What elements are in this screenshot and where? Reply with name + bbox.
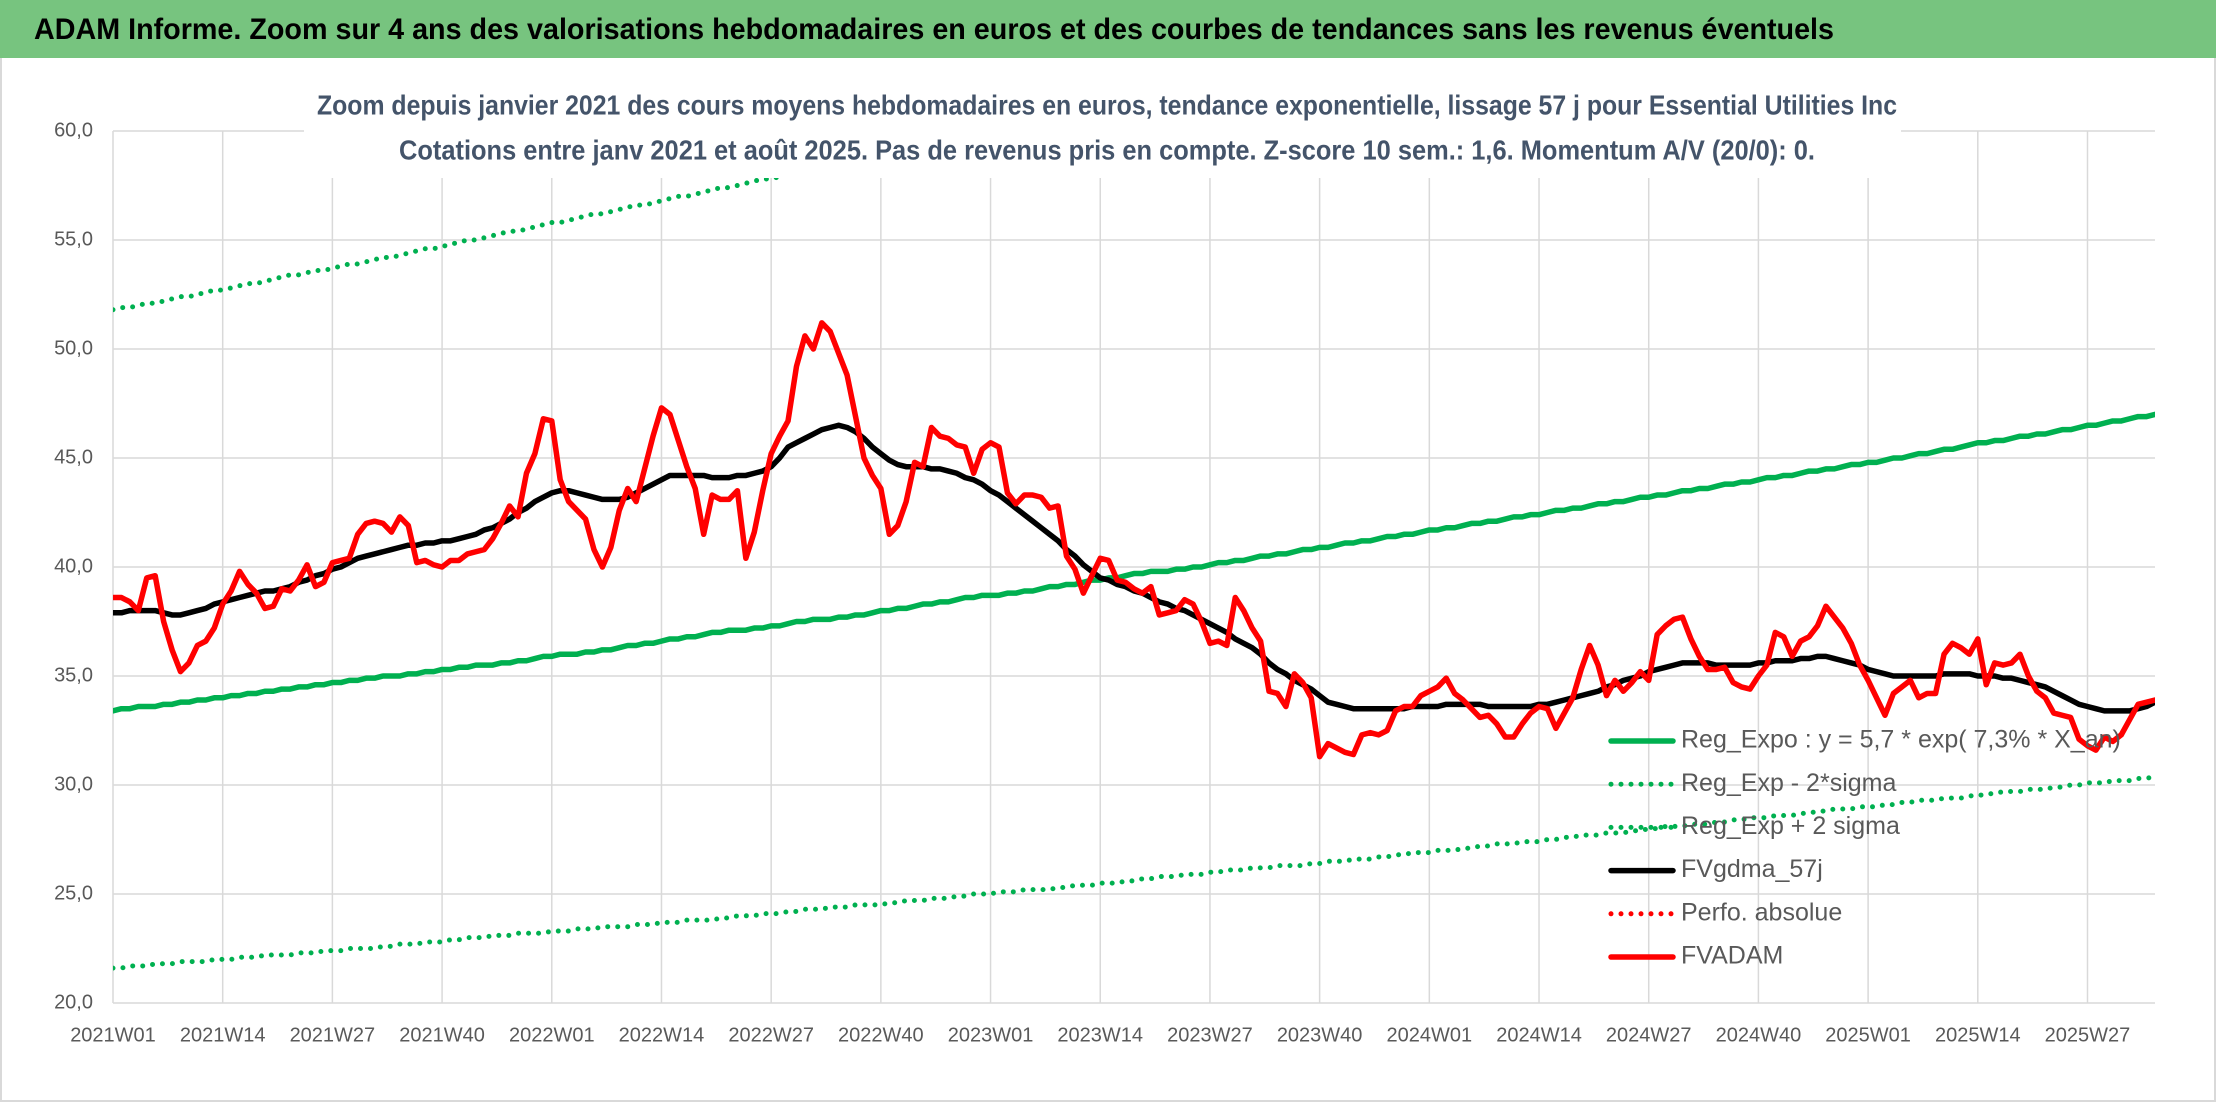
x-tick-label: 2023W40 bbox=[1277, 1024, 1363, 1046]
chart-title: ADAM Informe. Zoom sur 4 ans des valoris… bbox=[34, 13, 1834, 46]
x-tick-label: 2023W14 bbox=[1057, 1024, 1143, 1046]
x-tick-label: 2025W14 bbox=[1935, 1024, 2021, 1046]
y-tick-label: 55,0 bbox=[54, 228, 93, 250]
y-tick-label: 45,0 bbox=[54, 446, 93, 468]
x-tick-label: 2022W14 bbox=[619, 1024, 705, 1046]
y-tick-label: 20,0 bbox=[54, 991, 93, 1013]
legend-label: Reg_Exp - 2*sigma bbox=[1681, 769, 1896, 797]
subtitle: Cotations entre janv 2021 et août 2025. … bbox=[399, 134, 1815, 165]
x-tick-label: 2023W27 bbox=[1167, 1024, 1253, 1046]
subtitle-box bbox=[304, 84, 1901, 178]
series-line bbox=[113, 411, 2155, 714]
legend-label: FVADAM bbox=[1681, 942, 1783, 970]
legend-label: Perfo. absolue bbox=[1681, 898, 1842, 926]
x-tick-label: 2023W01 bbox=[948, 1024, 1034, 1046]
y-tick-label: 60,0 bbox=[54, 119, 93, 141]
x-tick-label: 2025W01 bbox=[1825, 1024, 1911, 1046]
legend: Reg_Expo : y = 5,7 * exp( 7,3% * X_an) Re… bbox=[1608, 726, 2121, 970]
x-tick-label: 2024W40 bbox=[1716, 1024, 1802, 1046]
subtitle: Zoom depuis janvier 2021 des cours moyen… bbox=[317, 89, 1897, 120]
plot-lines bbox=[113, 131, 2155, 971]
x-tick-label: 2021W40 bbox=[399, 1024, 485, 1046]
x-tick-label: 2022W40 bbox=[838, 1024, 924, 1046]
y-tick-label: 50,0 bbox=[54, 337, 93, 359]
legend-label: Reg_Exp + 2 sigma bbox=[1681, 812, 1900, 840]
x-tick-label: 2025W27 bbox=[2045, 1024, 2131, 1046]
series-line bbox=[113, 773, 2155, 971]
x-tick-label: 2022W01 bbox=[509, 1024, 595, 1046]
y-tick-label: 25,0 bbox=[54, 882, 93, 904]
x-tick-label: 2024W01 bbox=[1387, 1024, 1473, 1046]
series-line bbox=[113, 131, 1001, 313]
legend-label: Reg_Expo : y = 5,7 * exp( 7,3% * X_an) bbox=[1681, 726, 2121, 754]
x-tick-label: 2022W27 bbox=[728, 1024, 814, 1046]
y-tick-label: 35,0 bbox=[54, 664, 93, 686]
axis-labels: 20,0 25,0 30,0 35,0 40,0 45,0 50,0 55,0 60,0 2021… bbox=[54, 119, 2130, 1046]
x-tick-label: 2021W14 bbox=[180, 1024, 266, 1046]
x-tick-label: 2024W27 bbox=[1606, 1024, 1692, 1046]
x-tick-label: 2021W27 bbox=[290, 1024, 376, 1046]
grid bbox=[112, 130, 2155, 1004]
x-tick-label: 2021W01 bbox=[70, 1024, 156, 1046]
legend-label: FVgdma_57j bbox=[1681, 855, 1823, 883]
y-tick-label: 40,0 bbox=[54, 555, 93, 577]
y-tick-label: 30,0 bbox=[54, 773, 93, 795]
series-line bbox=[113, 320, 2155, 760]
title-bar bbox=[0, 0, 2216, 58]
x-tick-label: 2024W14 bbox=[1496, 1024, 1582, 1046]
